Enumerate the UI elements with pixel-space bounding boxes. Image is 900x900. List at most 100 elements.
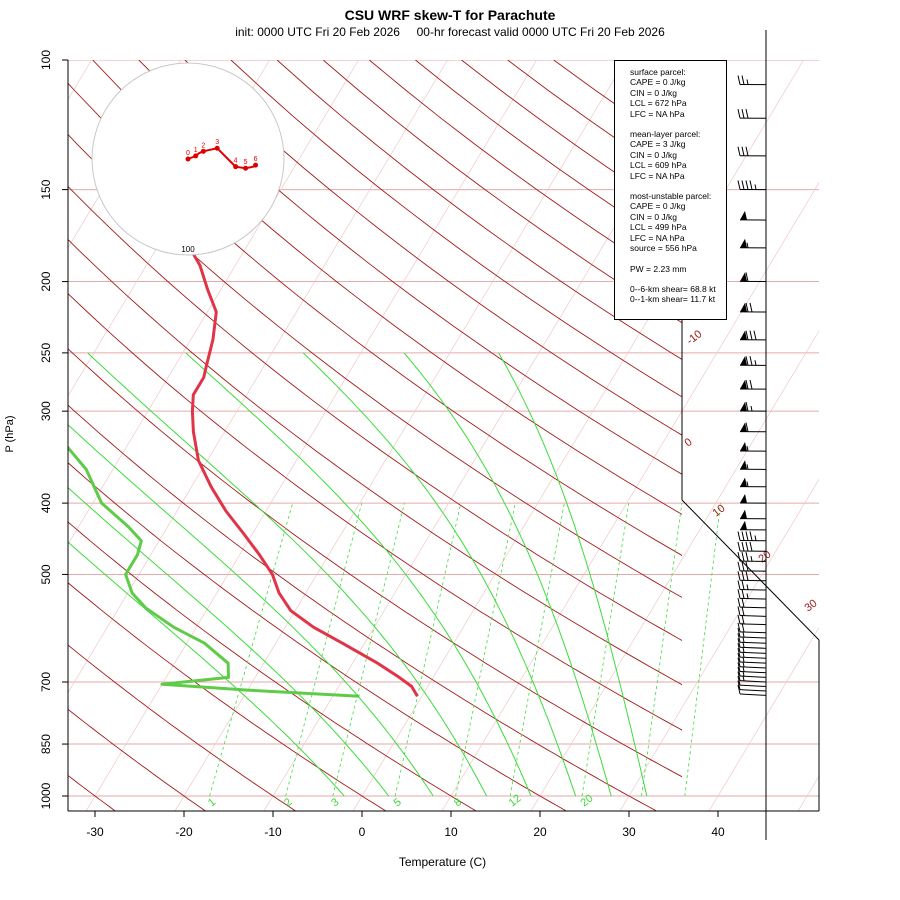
barb-full — [745, 541, 749, 552]
x-tick-label: -30 — [86, 825, 104, 839]
hodograph-point-label: 6 — [254, 156, 258, 163]
barb-flag — [740, 520, 747, 530]
y-tick-label: 150 — [39, 179, 53, 199]
barb-full — [753, 330, 757, 340]
barb-half — [742, 652, 745, 658]
dry-adiabat — [276, 60, 682, 360]
barb-full — [749, 356, 753, 366]
barb-full — [737, 598, 741, 608]
barb-staff — [739, 675, 767, 678]
barb-full — [749, 541, 753, 552]
barb-flag — [740, 402, 747, 412]
skew-guide-line — [85, 60, 537, 811]
barb-full — [737, 671, 741, 681]
dry-adiabats — [68, 60, 682, 811]
barb-full — [741, 598, 745, 608]
barb-half — [746, 445, 749, 452]
barb-full — [741, 75, 745, 85]
barb-full — [737, 652, 741, 663]
barb-full — [745, 401, 749, 412]
barb-full — [737, 531, 741, 541]
skew-guide-line — [441, 181, 819, 811]
hodograph-point — [243, 165, 249, 171]
barb-staff — [739, 615, 767, 617]
x-tick-label: 10 — [444, 825, 458, 839]
hodograph-point-label: 0 — [186, 150, 190, 157]
wind-barb — [737, 684, 767, 696]
barb-flag — [740, 238, 747, 248]
barb-flag — [740, 477, 747, 487]
hodograph-point — [253, 162, 259, 168]
wind-barb — [739, 477, 767, 488]
skew-guide-line — [619, 478, 819, 811]
barb-flag — [740, 210, 747, 220]
wind-barb — [737, 676, 767, 688]
dry-adiabat — [138, 60, 682, 475]
barb-staff — [739, 589, 767, 591]
barb-full — [737, 684, 741, 695]
mixing-ratio-label: 1 — [206, 796, 218, 809]
wind-barb — [739, 442, 767, 452]
y-tick-label: 300 — [39, 401, 53, 421]
surface-parcel-heading: surface parcel: — [630, 67, 686, 77]
barb-flag — [740, 460, 747, 470]
barb-full — [737, 552, 741, 562]
barb-full — [745, 109, 749, 119]
moist-adiabats — [68, 352, 648, 797]
barb-full — [737, 561, 741, 571]
barb-flag — [740, 379, 747, 389]
dry-adiabat — [68, 348, 682, 778]
barb-full — [737, 606, 741, 616]
most-unstable-heading: most-unstable parcel: — [630, 191, 712, 202]
barb-full — [741, 580, 745, 590]
barb-full — [745, 272, 749, 282]
wind-barb — [739, 379, 767, 390]
barb-half — [742, 637, 745, 643]
most-unstable-lcl: LCL = 499 hPa — [630, 222, 687, 233]
isotherm-label: 10 — [710, 502, 727, 519]
barb-full — [737, 541, 741, 552]
wind-barb — [737, 633, 767, 644]
barb-staff — [739, 670, 767, 674]
y-tick-label: 400 — [39, 493, 53, 513]
wind-barb — [737, 541, 767, 552]
mean-layer-cin: CIN = 0 J/kg — [630, 149, 678, 160]
dry-adiabat — [230, 60, 682, 398]
barb-half — [754, 535, 757, 541]
wind-barb — [737, 648, 767, 659]
dry-adiabat — [68, 521, 477, 811]
dry-adiabat — [68, 292, 682, 731]
barb-staff — [739, 579, 767, 582]
mean-layer-lcl: LCL = 609 hPa — [630, 160, 687, 171]
barb-flag — [740, 493, 747, 503]
wind-barb — [739, 238, 767, 249]
barb-half — [754, 184, 757, 190]
barb-full — [749, 330, 753, 340]
isotherm-label: -10 — [684, 328, 704, 347]
barb-flag — [740, 509, 747, 519]
skew-guide-line — [0, 60, 3, 812]
barb-half — [742, 656, 745, 663]
barb-staff — [739, 693, 767, 696]
barb-full — [737, 75, 741, 85]
shear-0-6km: 0--6-km shear= 68.8 kt — [630, 283, 716, 294]
mean-layer-cape: CAPE = 3 J/kg — [630, 139, 686, 150]
precipitable-water: PW = 2.23 mm — [630, 263, 687, 274]
barb-full — [749, 302, 753, 312]
barb-staff — [739, 646, 767, 649]
mixing-ratio-label: 20 — [578, 792, 595, 809]
isotherm-label: 50 — [824, 772, 841, 789]
mixing-ratio-line — [581, 503, 630, 797]
barb-half — [746, 593, 749, 599]
wind-barb — [739, 401, 767, 412]
hodograph-point — [233, 164, 239, 170]
barb-full — [741, 614, 745, 624]
barb-half — [742, 631, 745, 638]
barb-full — [737, 627, 741, 638]
moist-adiabat — [498, 352, 648, 797]
dewpoint-profile — [68, 445, 360, 698]
barb-full — [737, 180, 741, 190]
barb-staff — [739, 689, 767, 692]
isotherm-label: 40 — [824, 673, 841, 690]
wind-barb — [737, 643, 767, 654]
